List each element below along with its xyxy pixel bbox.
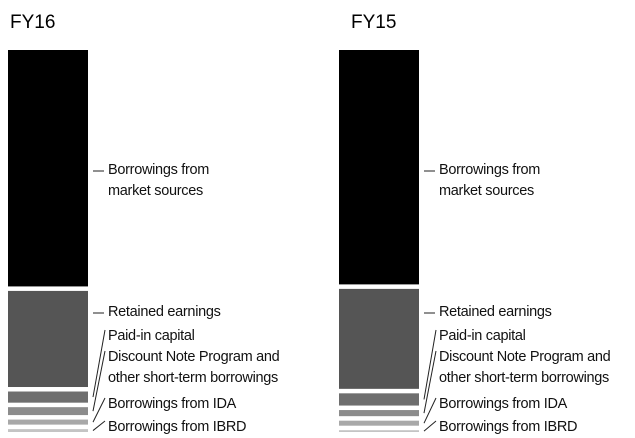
chart-title: FY16	[10, 12, 56, 33]
bar-segment	[339, 288, 419, 389]
leader-line	[423, 397, 437, 424]
legend-label: Borrowings from market sources	[108, 162, 210, 199]
leader-line	[92, 420, 106, 431]
legend-label: Discount Note Program and other short-te…	[439, 349, 611, 386]
bar-segment	[8, 419, 88, 425]
leader-line	[423, 329, 437, 400]
legend-label: Borrowings from IDA	[108, 396, 237, 412]
bar-segment	[339, 50, 419, 285]
leader-line	[92, 350, 106, 412]
bar-segment	[339, 393, 419, 406]
legend-label: Borrowings from IBRD	[439, 419, 578, 435]
bar-segment	[339, 410, 419, 417]
bar-segment	[8, 50, 88, 287]
bar-segment	[8, 429, 88, 432]
legend-label: Paid-in capital	[108, 328, 195, 344]
legend-label: Discount Note Program and other short-te…	[108, 349, 280, 386]
legend-label: Paid-in capital	[439, 328, 526, 344]
bar-segment	[339, 420, 419, 426]
leader-line	[92, 329, 106, 398]
legend-label: Retained earnings	[108, 304, 221, 320]
bar-segment	[8, 407, 88, 416]
bar-segment	[339, 430, 419, 432]
legend-label: Borrowings from market sources	[439, 162, 541, 199]
chart-title: FY15	[351, 12, 397, 33]
bar-segment	[8, 290, 88, 388]
leader-line	[423, 420, 437, 432]
legend-label: Borrowings from IDA	[439, 396, 568, 412]
legend-label: Borrowings from IBRD	[108, 419, 247, 435]
legend-label: Retained earnings	[439, 304, 552, 320]
leader-line	[423, 350, 437, 414]
leader-line	[92, 397, 106, 423]
bar-segment	[8, 391, 88, 403]
